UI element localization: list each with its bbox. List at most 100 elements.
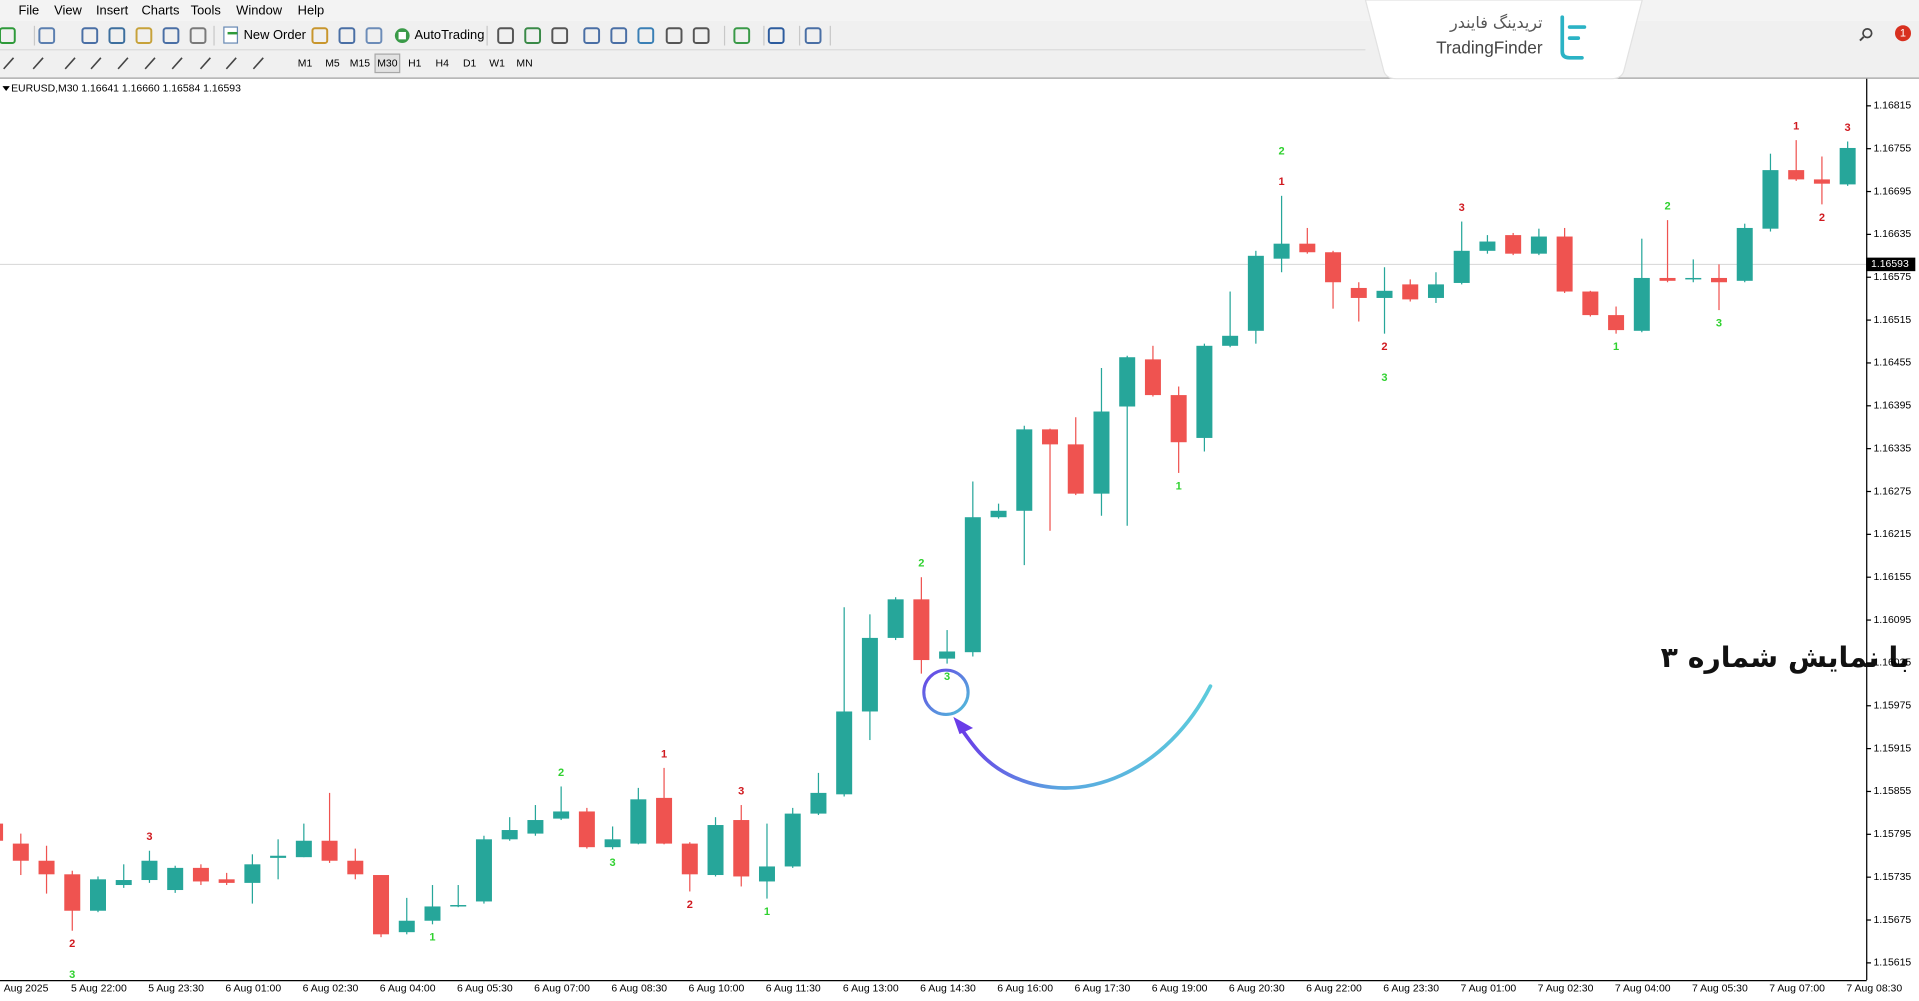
drawing-tool[interactable] — [64, 57, 76, 70]
new-order-button[interactable]: New Order — [223, 26, 307, 44]
y-tick-label: 1.16515 — [1873, 315, 1911, 326]
signal-label: 2 — [1381, 341, 1387, 353]
timeframe-button[interactable]: M30 — [377, 59, 398, 70]
toolbar-button[interactable] — [189, 27, 207, 45]
x-tick-label: 6 Aug 17:30 — [1075, 983, 1131, 994]
drawing-tool[interactable] — [32, 57, 44, 70]
signal-label: 2 — [687, 899, 693, 911]
signal-label: 3 — [610, 857, 616, 869]
timeframe-button[interactable]: D1 — [463, 59, 477, 70]
search-icon[interactable] — [1859, 28, 1873, 42]
toolbar-button[interactable] — [551, 27, 569, 45]
candle-body — [1556, 236, 1573, 292]
x-tick-label: 6 Aug 14:30 — [920, 983, 976, 994]
candle-body — [1042, 429, 1059, 445]
candle-body — [1222, 335, 1239, 346]
toolbar-button[interactable] — [583, 27, 601, 45]
timeframe-button[interactable]: MN — [516, 59, 532, 70]
toolbar-button[interactable] — [38, 27, 56, 45]
menu-item[interactable]: File — [18, 2, 39, 17]
toolbar-button[interactable] — [108, 27, 126, 45]
drawing-tool[interactable] — [199, 57, 211, 70]
candle-body — [1813, 179, 1830, 184]
signal-label: 1 — [764, 906, 770, 918]
candle-body — [990, 510, 1007, 518]
x-tick-label: 7 Aug 04:00 — [1615, 983, 1671, 994]
y-tick-label: 1.16335 — [1873, 443, 1911, 454]
toolbar-button[interactable] — [610, 27, 628, 45]
signal-label: 3 — [146, 831, 152, 843]
drawing-tool[interactable] — [117, 57, 129, 70]
timeframe-button[interactable]: M15 — [350, 59, 371, 70]
drawing-tool[interactable] — [3, 57, 15, 70]
toolbar-button[interactable] — [665, 27, 683, 45]
toolbar-button[interactable] — [497, 27, 514, 45]
y-tick-label: 1.15855 — [1873, 786, 1911, 797]
drawing-tool[interactable] — [171, 57, 183, 70]
candle-body — [1711, 277, 1727, 283]
toolbar-button[interactable] — [637, 27, 655, 45]
toolbar-button[interactable] — [338, 27, 356, 45]
menu-item[interactable]: Window — [236, 2, 283, 17]
toolbar-button[interactable] — [767, 27, 785, 45]
y-tick-label: 1.16635 — [1873, 229, 1911, 240]
candle-body — [913, 599, 930, 661]
signal-label: 2 — [1664, 201, 1670, 213]
candle-body — [1299, 243, 1316, 253]
candle-body — [681, 843, 698, 875]
candle-body — [38, 860, 55, 875]
toolbar-button[interactable] — [162, 27, 180, 45]
toolbar-button[interactable] — [692, 27, 710, 45]
candle-body — [1402, 284, 1419, 300]
toolbar-button[interactable] — [733, 27, 751, 45]
y-tick-label: 1.16455 — [1873, 358, 1911, 369]
candle-body — [64, 874, 81, 911]
candle-body — [450, 905, 467, 907]
menu-item[interactable]: Insert — [96, 2, 129, 17]
candle-body — [1144, 359, 1161, 396]
drawing-tool[interactable] — [144, 57, 156, 70]
notification-badge[interactable] — [1895, 25, 1912, 42]
menu-item[interactable]: Help — [298, 2, 325, 17]
timeframe-button[interactable]: H1 — [408, 59, 422, 70]
x-tick-label: 6 Aug 04:00 — [380, 983, 436, 994]
candle-body — [810, 792, 827, 814]
candle-body — [424, 906, 441, 921]
menu-item[interactable]: Charts — [141, 2, 179, 17]
new-order-label: New Order — [244, 27, 307, 42]
candle-body — [836, 711, 853, 795]
candle-body — [1247, 255, 1264, 331]
drawing-tool[interactable] — [90, 57, 102, 70]
candle-body — [12, 843, 29, 861]
timeframe-button[interactable]: W1 — [489, 59, 505, 70]
drawing-tool[interactable] — [225, 57, 237, 70]
toolbar-button[interactable] — [365, 27, 383, 45]
autotrading-button[interactable]: AutoTrading — [394, 27, 485, 44]
toolbar-button[interactable] — [311, 27, 329, 45]
candle-body — [1505, 235, 1522, 254]
x-tick-label: 7 Aug 05:30 — [1692, 983, 1748, 994]
menu-item[interactable]: Tools — [191, 2, 221, 17]
candle-body — [1119, 357, 1136, 407]
candle-body — [1350, 287, 1367, 298]
toolbar-button[interactable] — [135, 27, 153, 45]
candle-body — [270, 855, 287, 858]
x-tick-label: 6 Aug 01:00 — [225, 983, 281, 994]
timeframe-button[interactable]: M5 — [325, 59, 340, 70]
candle-body — [1582, 291, 1599, 316]
signal-label: 1 — [661, 748, 667, 760]
x-tick-label: 6 Aug 02:30 — [303, 983, 359, 994]
candle-body — [784, 813, 801, 867]
candle-body — [475, 839, 492, 902]
toolbar-button[interactable] — [804, 27, 822, 45]
y-tick-label: 1.16575 — [1873, 272, 1911, 283]
timeframe-button[interactable]: H4 — [436, 59, 450, 70]
toolbar-button[interactable] — [0, 27, 16, 45]
toolbar-button[interactable] — [81, 27, 99, 45]
timeframe-button[interactable]: M1 — [298, 59, 313, 70]
toolbar-button[interactable] — [524, 27, 542, 45]
candle-body — [167, 867, 184, 891]
signal-label: 3 — [1716, 318, 1722, 330]
menu-item[interactable]: View — [54, 2, 82, 17]
drawing-tool[interactable] — [252, 57, 264, 70]
